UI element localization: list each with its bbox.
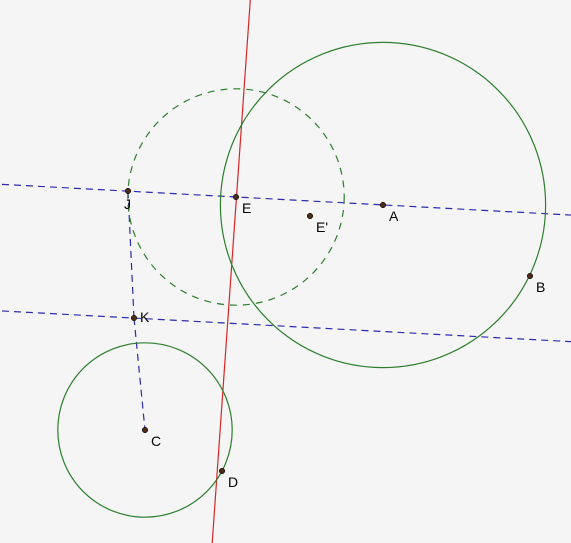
point-E[interactable]: [233, 194, 239, 200]
label-B: B: [536, 279, 545, 295]
blue-line-upper: [0, 184, 571, 216]
red-line: [212, 0, 252, 543]
point-Eprime[interactable]: [307, 213, 313, 219]
label-D: D: [228, 474, 238, 490]
label-A: A: [389, 208, 399, 224]
geometry-canvas: A B C D E E' J K: [0, 0, 571, 543]
point-K[interactable]: [131, 315, 137, 321]
label-K: K: [140, 309, 150, 325]
point-B[interactable]: [527, 273, 533, 279]
label-E: E: [242, 200, 251, 216]
seg-K-C: [134, 318, 145, 430]
label-C: C: [151, 433, 161, 449]
point-C[interactable]: [142, 427, 148, 433]
point-J[interactable]: [125, 188, 131, 194]
point-D[interactable]: [219, 468, 225, 474]
blue-line-lower: [0, 310, 571, 342]
label-J: J: [124, 196, 131, 212]
label-Eprime: E': [316, 219, 328, 235]
point-A[interactable]: [380, 202, 386, 208]
